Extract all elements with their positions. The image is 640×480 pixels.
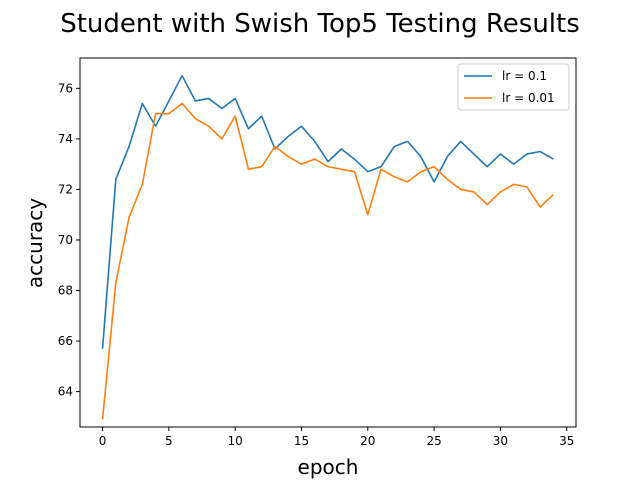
y-tick-label: 70 — [58, 233, 73, 247]
y-tick-label: 76 — [58, 81, 73, 95]
x-tick-label: 35 — [559, 434, 574, 448]
x-axis-label: epoch — [298, 455, 359, 479]
legend: lr = 0.1 lr = 0.01 — [457, 63, 570, 111]
y-tick-label: 72 — [58, 182, 73, 196]
legend-label-1: lr = 0.1 — [502, 69, 547, 83]
plot-area: 0 5 10 15 20 25 30 35 64 66 68 70 72 74 76 — [58, 74, 574, 448]
chart-title: Student with Swish Top5 Testing Results — [60, 9, 580, 39]
y-tick-label: 68 — [58, 284, 73, 298]
series-line-2 — [101, 102, 555, 420]
y-tick-label: 64 — [58, 385, 73, 399]
x-tick-label: 30 — [493, 434, 508, 448]
x-tick-label: 15 — [294, 434, 309, 448]
y-axis-label: accuracy — [23, 198, 47, 288]
y-tick-label: 66 — [58, 334, 73, 348]
x-tick-label: 20 — [360, 434, 375, 448]
y-tick-label: 74 — [58, 132, 73, 146]
x-tick-label: 0 — [99, 434, 107, 448]
x-tick-label: 25 — [426, 434, 441, 448]
x-tick-label: 10 — [228, 434, 243, 448]
series-line-1 — [101, 74, 554, 349]
legend-label-2: lr = 0.01 — [502, 91, 555, 105]
x-tick-label: 5 — [165, 434, 173, 448]
plot-frame — [79, 57, 577, 428]
